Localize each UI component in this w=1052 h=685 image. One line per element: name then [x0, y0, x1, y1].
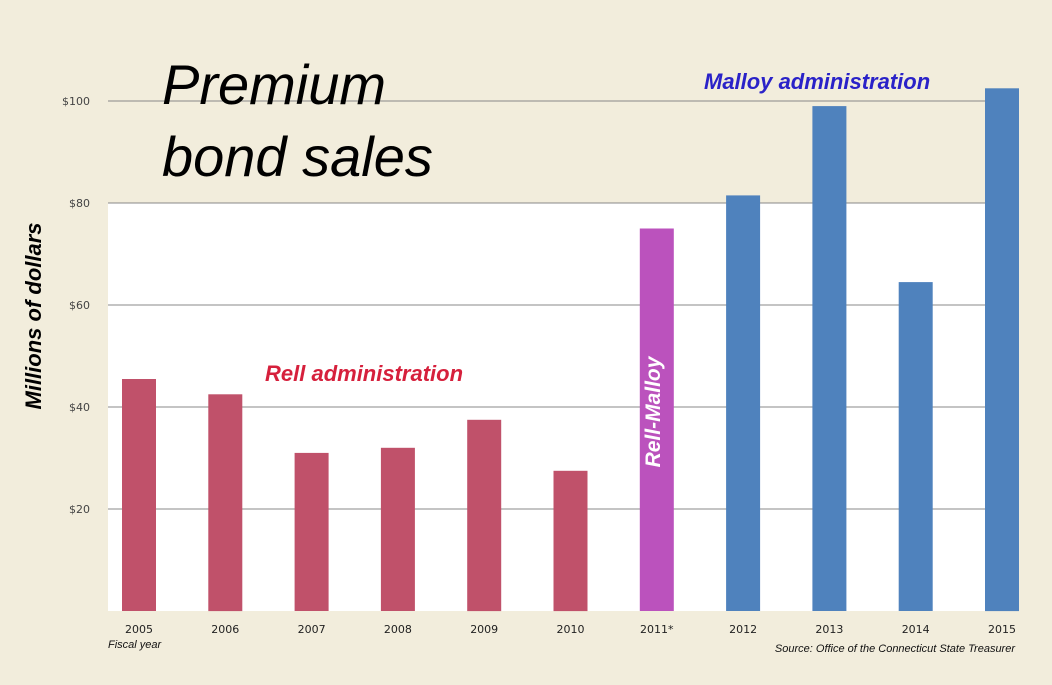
- y-axis-label: Millions of dollars: [21, 222, 46, 409]
- x-tick-label: 2011*: [640, 623, 674, 636]
- x-axis-label: Fiscal year: [108, 639, 163, 651]
- x-tick-label: 2010: [557, 623, 585, 636]
- source-note: Source: Office of the Connecticut State …: [775, 643, 1016, 655]
- bar-2006: [208, 394, 243, 612]
- chart-title-line-2: bond sales: [162, 125, 433, 188]
- chart-title-line-1: Premium: [162, 53, 386, 116]
- rell-malloy-label: Rell-Malloy: [642, 355, 665, 467]
- bar-2012: [726, 195, 761, 611]
- rell-administration-label: Rell administration: [265, 361, 463, 386]
- bar-2007: [294, 452, 329, 611]
- x-tick-label: 2007: [298, 623, 326, 636]
- bar-2009: [467, 419, 502, 612]
- malloy-administration-label: Malloy administration: [704, 69, 930, 94]
- y-axis-ticks: $20 $40 $60 $80 $100: [62, 95, 90, 516]
- x-axis-ticks: 2005 2006 2007 2008 2009 2010 2011* 2012 2013 201…: [125, 623, 1016, 636]
- x-tick-label: 2005: [125, 623, 153, 636]
- x-tick-label: 2014: [902, 623, 930, 636]
- plot-area-upper: [108, 40, 1018, 203]
- bar-2008: [380, 447, 415, 611]
- x-tick-label: 2013: [815, 623, 843, 636]
- x-tick-label: 2012: [729, 623, 757, 636]
- x-tick-label: 2006: [211, 623, 239, 636]
- y-tick-label: $40: [69, 401, 90, 414]
- bar-2010: [553, 470, 588, 612]
- bar-2013: [812, 106, 847, 611]
- bars: [122, 88, 1019, 612]
- x-tick-label: 2015: [988, 623, 1016, 636]
- bar-2015: [985, 88, 1019, 612]
- y-tick-label: $20: [69, 503, 90, 516]
- x-tick-label: 2009: [470, 623, 498, 636]
- bar-2014: [898, 282, 933, 611]
- y-tick-label: $60: [69, 299, 90, 312]
- y-tick-label: $100: [62, 95, 90, 108]
- bar-2005: [122, 379, 156, 611]
- y-tick-label: $80: [69, 197, 90, 210]
- x-tick-label: 2008: [384, 623, 412, 636]
- bar-2011: [639, 228, 674, 611]
